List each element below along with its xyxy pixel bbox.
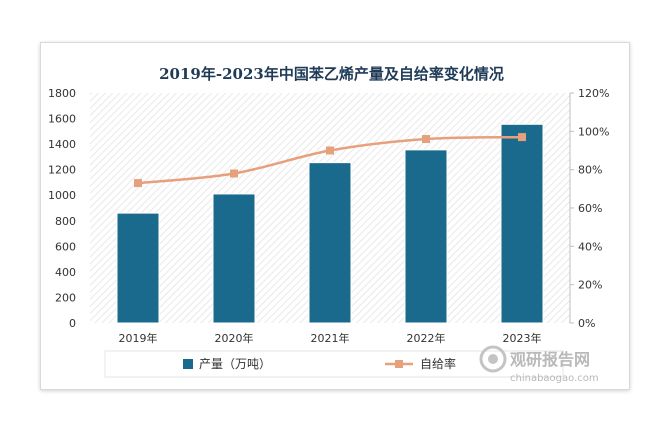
legend-line-label: 自给率	[420, 356, 456, 371]
y-left-tick-label: 400	[55, 266, 76, 279]
y-left-tick-label: 1800	[48, 87, 76, 100]
x-tick-label: 2023年	[503, 331, 542, 345]
x-tick-label: 2021年	[311, 331, 350, 345]
watermark-logo-dot	[488, 354, 498, 364]
y-left-tick-label: 1200	[48, 164, 76, 177]
y-left-tick-label: 0	[69, 317, 76, 330]
y-right-tick-label: 100%	[578, 125, 609, 138]
x-tick-label: 2022年	[407, 331, 446, 345]
legend-line-marker	[395, 360, 403, 368]
y-right-tick-label: 20%	[578, 279, 602, 292]
y-left-tick-label: 600	[55, 240, 76, 253]
chart-title: 2019年-2023年中国苯乙烯产量及自给率变化情况	[159, 65, 504, 83]
legend-box	[104, 350, 564, 378]
y-right-tick-label: 120%	[578, 87, 609, 100]
watermark-logo-icon	[479, 345, 507, 373]
legend-bar-label: 产量（万吨）	[199, 357, 271, 371]
y-left-tick-label: 1400	[48, 138, 76, 151]
line-point-2022年	[422, 135, 430, 143]
bar-2023年	[500, 123, 544, 324]
x-tick-label: 2019年	[119, 331, 158, 345]
y-right-tick-label: 40%	[578, 240, 602, 253]
watermark-text-en: chinabaogao.com	[510, 373, 599, 384]
y-right-tick-label: 60%	[578, 202, 602, 215]
bar-2021年	[308, 162, 352, 324]
y-left-tick-label: 200	[55, 291, 76, 304]
legend-bar-swatch	[183, 359, 193, 369]
y-left-tick-label: 800	[55, 215, 76, 228]
line-point-2023年	[518, 133, 526, 142]
y-right-tick-label: 80%	[578, 164, 602, 177]
y-left-tick-label: 1000	[48, 189, 76, 202]
bar-2020年	[212, 193, 256, 324]
watermark-text-cn: 观研报告网	[510, 350, 590, 369]
y-left-tick-label: 1600	[48, 113, 76, 126]
bar-2019年	[116, 212, 160, 324]
line-point-2021年	[326, 146, 334, 155]
x-tick-label: 2020年	[215, 331, 254, 345]
line-point-2019年	[134, 179, 142, 188]
y-right-tick-label: 0%	[578, 317, 595, 330]
line-point-2020年	[230, 169, 238, 178]
bar-2022年	[404, 149, 448, 324]
